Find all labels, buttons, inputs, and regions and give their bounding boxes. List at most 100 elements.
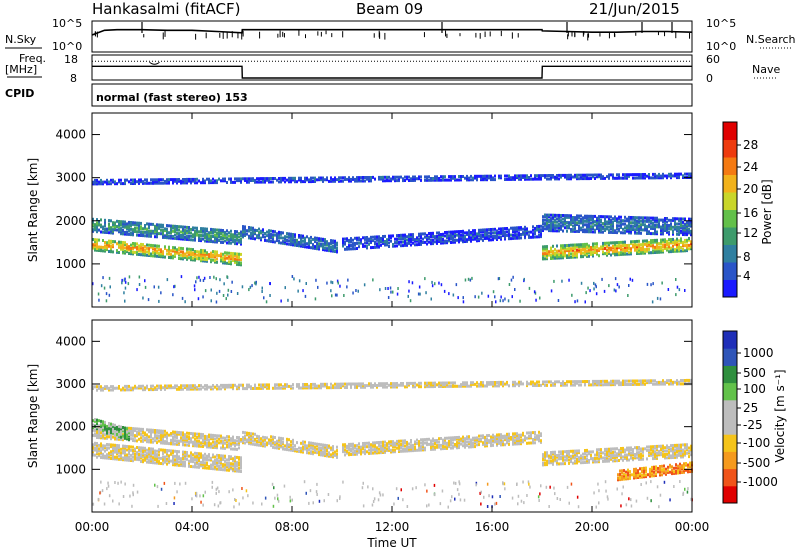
noise-cell xyxy=(123,291,125,295)
range-cell xyxy=(182,227,184,231)
range-cell xyxy=(264,180,266,184)
range-cell xyxy=(358,177,360,181)
noise-cell xyxy=(407,294,409,298)
range-cell xyxy=(230,234,232,238)
range-cell xyxy=(196,230,198,234)
range-cell xyxy=(180,257,182,261)
range-cell xyxy=(420,448,422,452)
noise-cell xyxy=(236,292,239,295)
range-cell xyxy=(676,172,678,176)
range-cell xyxy=(180,464,182,467)
range-cell xyxy=(258,231,260,235)
range-cell xyxy=(676,246,678,250)
noise-cell xyxy=(227,293,229,297)
range-cell xyxy=(576,229,578,233)
range-cell xyxy=(398,179,400,183)
range-cell xyxy=(112,428,114,432)
range-cell xyxy=(202,433,204,437)
range-cell xyxy=(110,250,112,254)
range-cell xyxy=(688,217,690,221)
noise-cell xyxy=(584,300,586,304)
range-cell xyxy=(132,459,134,463)
range-cell xyxy=(594,245,596,249)
range-cell xyxy=(544,213,546,217)
range-cell xyxy=(310,176,312,180)
range-cell xyxy=(400,446,402,450)
range-cell xyxy=(166,459,168,463)
range-cell xyxy=(586,246,588,250)
range-cell xyxy=(224,258,226,262)
range-cell xyxy=(108,224,110,228)
range-cell xyxy=(124,456,126,460)
range-cell xyxy=(142,253,144,257)
range-cell xyxy=(226,237,228,241)
range-cell xyxy=(512,228,514,232)
range-cell xyxy=(142,431,144,435)
range-cell xyxy=(406,177,408,181)
range-cell xyxy=(574,226,576,230)
range-cell xyxy=(102,447,104,451)
range-cell xyxy=(686,227,688,231)
range-cell xyxy=(586,249,588,253)
range-cell xyxy=(316,242,318,245)
range-cell xyxy=(174,430,176,434)
range-cell xyxy=(638,246,640,250)
range-cell xyxy=(556,220,558,224)
range-cell xyxy=(174,434,176,438)
range-cell xyxy=(282,176,284,180)
range-cell xyxy=(552,255,554,259)
range-cell xyxy=(348,240,350,244)
range-cell xyxy=(664,229,666,232)
range-cell xyxy=(198,459,200,462)
range-cell xyxy=(634,229,636,233)
range-cell xyxy=(94,432,96,436)
range-cell xyxy=(538,230,540,234)
range-cell xyxy=(162,181,164,185)
range-cell xyxy=(568,175,570,179)
range-cell xyxy=(558,215,560,219)
range-cell xyxy=(548,174,550,177)
noise-cell xyxy=(124,299,126,303)
range-cell xyxy=(156,453,158,457)
range-cell xyxy=(150,178,152,182)
range-cell xyxy=(368,448,370,452)
range-cell xyxy=(300,236,302,239)
range-cell xyxy=(308,244,310,248)
range-cell xyxy=(580,250,582,254)
range-cell xyxy=(586,242,588,246)
range-cell xyxy=(378,237,380,240)
range-cell xyxy=(104,422,106,426)
range-cell xyxy=(614,219,616,222)
range-cell xyxy=(644,223,646,227)
range-cell xyxy=(258,236,260,240)
range-cell xyxy=(642,216,644,220)
range-cell xyxy=(322,248,324,252)
range-cell xyxy=(250,226,252,230)
range-cell xyxy=(684,238,686,242)
range-cell xyxy=(226,181,228,184)
range-cell xyxy=(100,419,102,423)
range-cell xyxy=(234,180,236,184)
range-cell xyxy=(194,181,196,185)
range-cell xyxy=(204,229,206,233)
range-cell xyxy=(268,239,270,243)
range-cell xyxy=(368,451,370,455)
range-cell xyxy=(682,174,684,178)
range-cell xyxy=(400,443,402,446)
colorbar-label: 8 xyxy=(743,250,751,264)
range-cell xyxy=(104,420,106,424)
range-cell xyxy=(334,246,336,250)
range-cell xyxy=(322,453,324,457)
range-cell xyxy=(280,436,282,440)
range-cell xyxy=(410,449,412,453)
range-cell xyxy=(318,245,320,249)
range-cell xyxy=(150,450,152,454)
range-cell xyxy=(636,252,638,255)
range-cell xyxy=(568,255,570,259)
range-cell xyxy=(542,220,544,224)
range-cell xyxy=(158,226,160,230)
range-cell xyxy=(112,180,114,184)
range-cell xyxy=(374,444,376,448)
noise-cell xyxy=(174,284,176,288)
ytick-label: 1000 xyxy=(55,257,86,271)
